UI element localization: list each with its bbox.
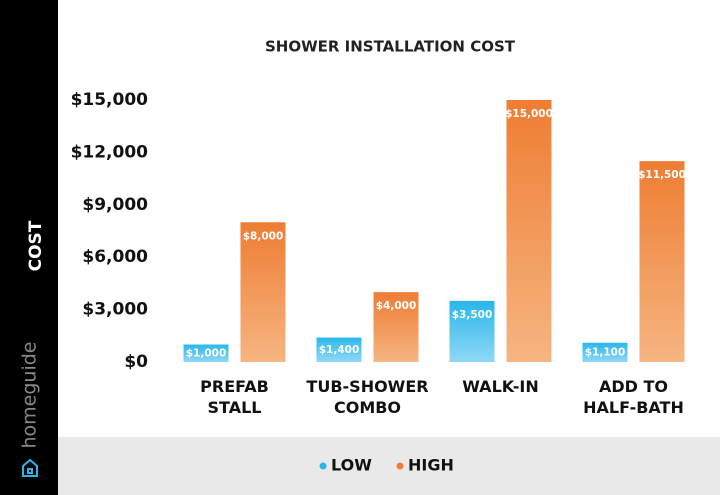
value-label: $8,000 (243, 230, 284, 242)
value-label: $1,000 (186, 347, 227, 359)
chart-title: SHOWER INSTALLATION COST (265, 38, 516, 56)
value-label: $1,400 (319, 344, 360, 356)
y-tick-label: $9,000 (82, 195, 148, 215)
y-tick-label: $15,000 (71, 90, 149, 110)
y-tick-label: $12,000 (71, 142, 149, 162)
bar (639, 161, 685, 362)
y-axis-label: COST (26, 220, 46, 271)
value-label: $4,000 (376, 300, 417, 312)
bar (316, 337, 362, 362)
x-tick-label-line: STALL (208, 398, 262, 417)
bar (449, 300, 495, 362)
x-tick-label-line: TUB-SHOWER (306, 377, 428, 396)
x-tick-label: TUB-SHOWER COMBO (306, 377, 428, 417)
bar (506, 100, 552, 362)
legend-label: LOW (331, 456, 372, 475)
x-tick-label-line: HALF-BATH (583, 398, 684, 417)
value-label: $1,100 (585, 346, 626, 358)
bar (240, 222, 286, 362)
legend-label: HIGH (408, 456, 454, 475)
value-label: $3,500 (452, 309, 493, 321)
x-tick-label-line: PREFAB (200, 377, 269, 396)
bar (373, 292, 419, 362)
x-tick-label: ADD TO HALF-BATH (583, 377, 684, 417)
value-label: $11,500 (638, 169, 686, 181)
bar (183, 344, 229, 362)
x-tick-label-line: COMBO (334, 398, 401, 417)
legend-band (58, 437, 720, 495)
x-tick-label: WALK-IN (462, 377, 539, 396)
y-tick-label: $6,000 (82, 247, 148, 267)
sidebar (0, 0, 58, 495)
bar (582, 342, 628, 362)
x-tick-label: PREFAB STALL (200, 377, 269, 417)
x-tick-label-line: ADD TO (599, 377, 668, 396)
x-tick-label-line: WALK-IN (462, 377, 539, 396)
legend-marker (396, 462, 404, 470)
brand-icon (22, 458, 38, 477)
legend-marker (319, 462, 327, 470)
y-tick-label: $0 (124, 352, 148, 372)
y-tick-label: $3,000 (82, 300, 148, 320)
value-label: $15,000 (505, 108, 553, 120)
brand: homeguide (19, 342, 41, 449)
